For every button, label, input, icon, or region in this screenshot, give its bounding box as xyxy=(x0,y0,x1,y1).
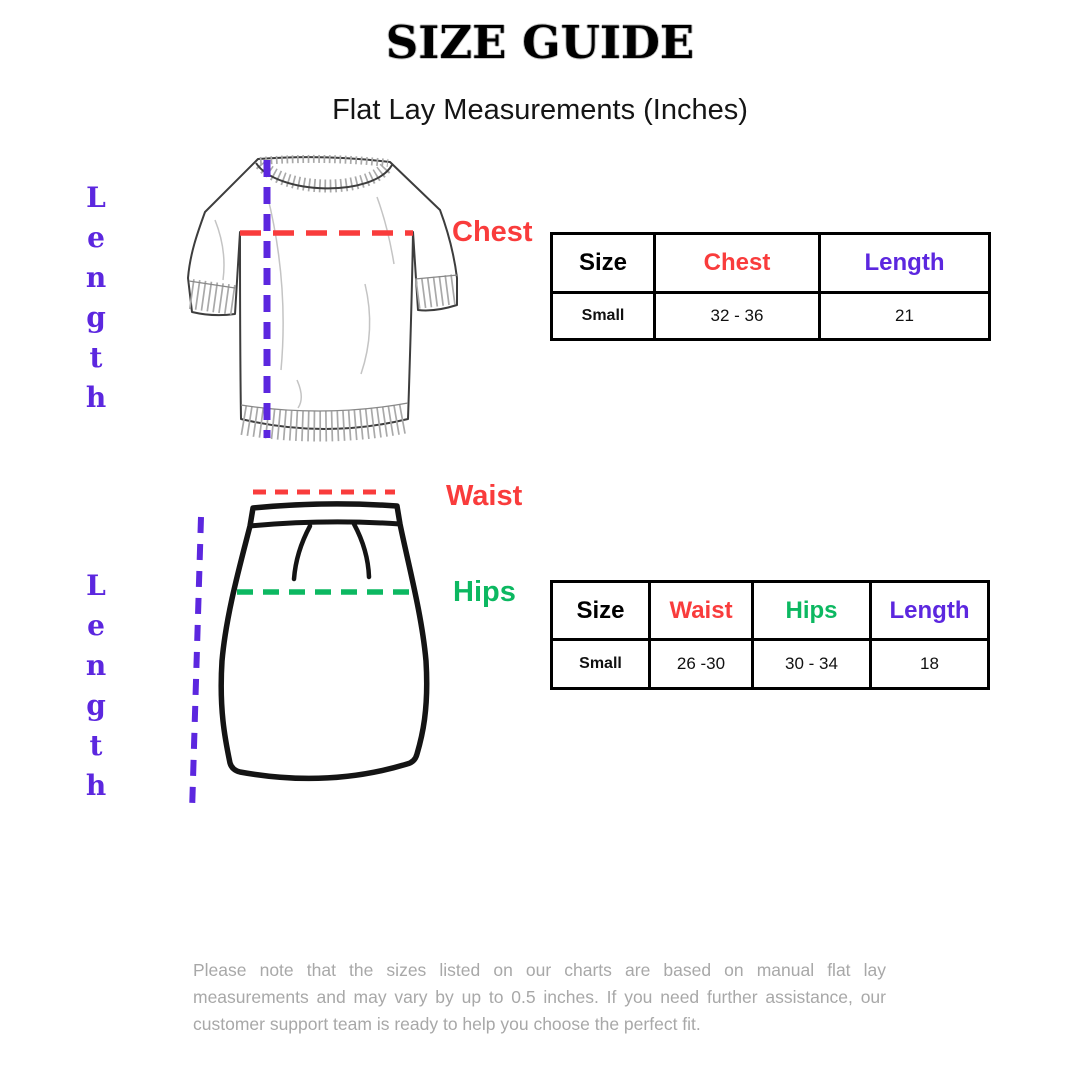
shirt-table-header-length: Length xyxy=(818,232,991,294)
tshirt-illustration xyxy=(187,154,459,442)
tshirt-fold-lines xyxy=(214,193,395,409)
left-cuff-ribbing xyxy=(188,279,237,315)
skirt-table-header-hips: Hips xyxy=(751,580,872,641)
shirt-table-header-size: Size xyxy=(550,232,656,294)
skirt-table-row-small: Small 26 -30 30 - 34 18 xyxy=(550,638,990,690)
skirt-length-value: 18 xyxy=(869,638,990,690)
waist-label: Waist xyxy=(446,480,523,512)
skirt-darts xyxy=(291,521,372,582)
collar-ribbing xyxy=(255,159,393,193)
hem-top-line xyxy=(240,402,409,412)
skirt-waist-value: 26 -30 xyxy=(648,638,754,690)
skirt-table-header-waist: Waist xyxy=(648,580,754,641)
shirt-table-row-small: Small 32 - 36 21 xyxy=(550,291,991,341)
left-cuff-top-line xyxy=(188,280,236,289)
chest-label: Chest xyxy=(452,216,533,248)
waistband-line xyxy=(249,519,401,529)
skirt-table-header-row: Size Waist Hips Length xyxy=(550,580,990,641)
footer-note: Please note that the sizes listed on our… xyxy=(193,960,886,1034)
skirt-hips-value: 30 - 34 xyxy=(751,638,872,690)
right-cuff-ribbing xyxy=(415,274,458,309)
shirt-table-header-chest: Chest xyxy=(653,232,821,294)
page-title: SIZE GUIDE xyxy=(385,16,695,69)
shirt-size-value: Small xyxy=(550,291,656,341)
shirt-table-header-row: Size Chest Length xyxy=(550,232,991,294)
hips-label: Hips xyxy=(453,576,516,608)
skirt-illustration xyxy=(189,489,430,813)
skirt-length-measurement-line xyxy=(189,516,204,813)
skirt-table-header-size: Size xyxy=(550,580,651,641)
right-cuff-top-line xyxy=(414,274,459,280)
hem-ribbing xyxy=(240,403,410,442)
skirt-table-header-length: Length xyxy=(869,580,990,641)
collar-top-ribbing xyxy=(259,154,389,167)
skirt-size-value: Small xyxy=(550,638,651,690)
shirt-size-table: Size Chest Length Small 32 - 36 21 xyxy=(550,232,991,341)
shirt-chest-value: 32 - 36 xyxy=(653,291,821,341)
shirt-length-value: 21 xyxy=(818,291,991,341)
page-subtitle: Flat Lay Measurements (Inches) xyxy=(332,94,748,126)
skirt-size-table: Size Waist Hips Length Small 26 -30 30 -… xyxy=(550,580,990,690)
tshirt-outline xyxy=(187,156,458,430)
skirt-outline xyxy=(218,501,430,782)
